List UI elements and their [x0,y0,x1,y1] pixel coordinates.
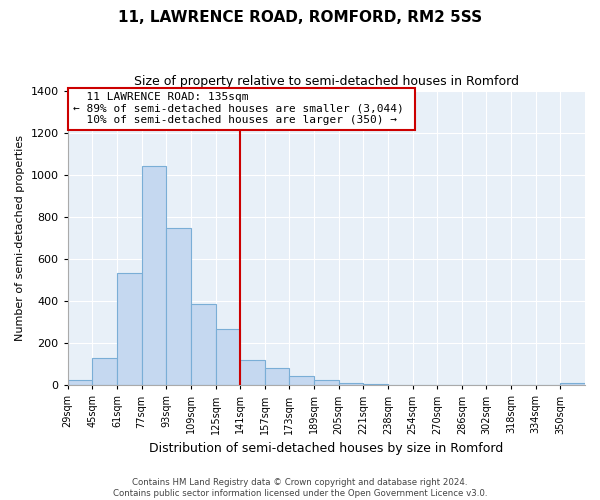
Bar [166,228,191,386]
Bar [142,166,166,386]
Bar [240,360,265,386]
Bar [265,368,289,386]
Bar [68,380,92,386]
Text: 11 LAWRENCE ROAD: 135sqm  
← 89% of semi-detached houses are smaller (3,044)
  1: 11 LAWRENCE ROAD: 135sqm ← 89% of semi-d… [73,92,410,125]
Bar [191,304,215,386]
Text: 11, LAWRENCE ROAD, ROMFORD, RM2 5SS: 11, LAWRENCE ROAD, ROMFORD, RM2 5SS [118,10,482,25]
Bar [338,383,364,386]
Bar [117,272,142,386]
Bar [289,376,314,386]
Bar [560,383,585,386]
X-axis label: Distribution of semi-detached houses by size in Romford: Distribution of semi-detached houses by … [149,442,503,455]
Bar [92,358,117,386]
Text: Contains HM Land Registry data © Crown copyright and database right 2024.
Contai: Contains HM Land Registry data © Crown c… [113,478,487,498]
Title: Size of property relative to semi-detached houses in Romford: Size of property relative to semi-detach… [134,75,519,88]
Bar [314,380,338,386]
Bar [364,384,388,386]
Bar [215,330,240,386]
Y-axis label: Number of semi-detached properties: Number of semi-detached properties [15,135,25,341]
